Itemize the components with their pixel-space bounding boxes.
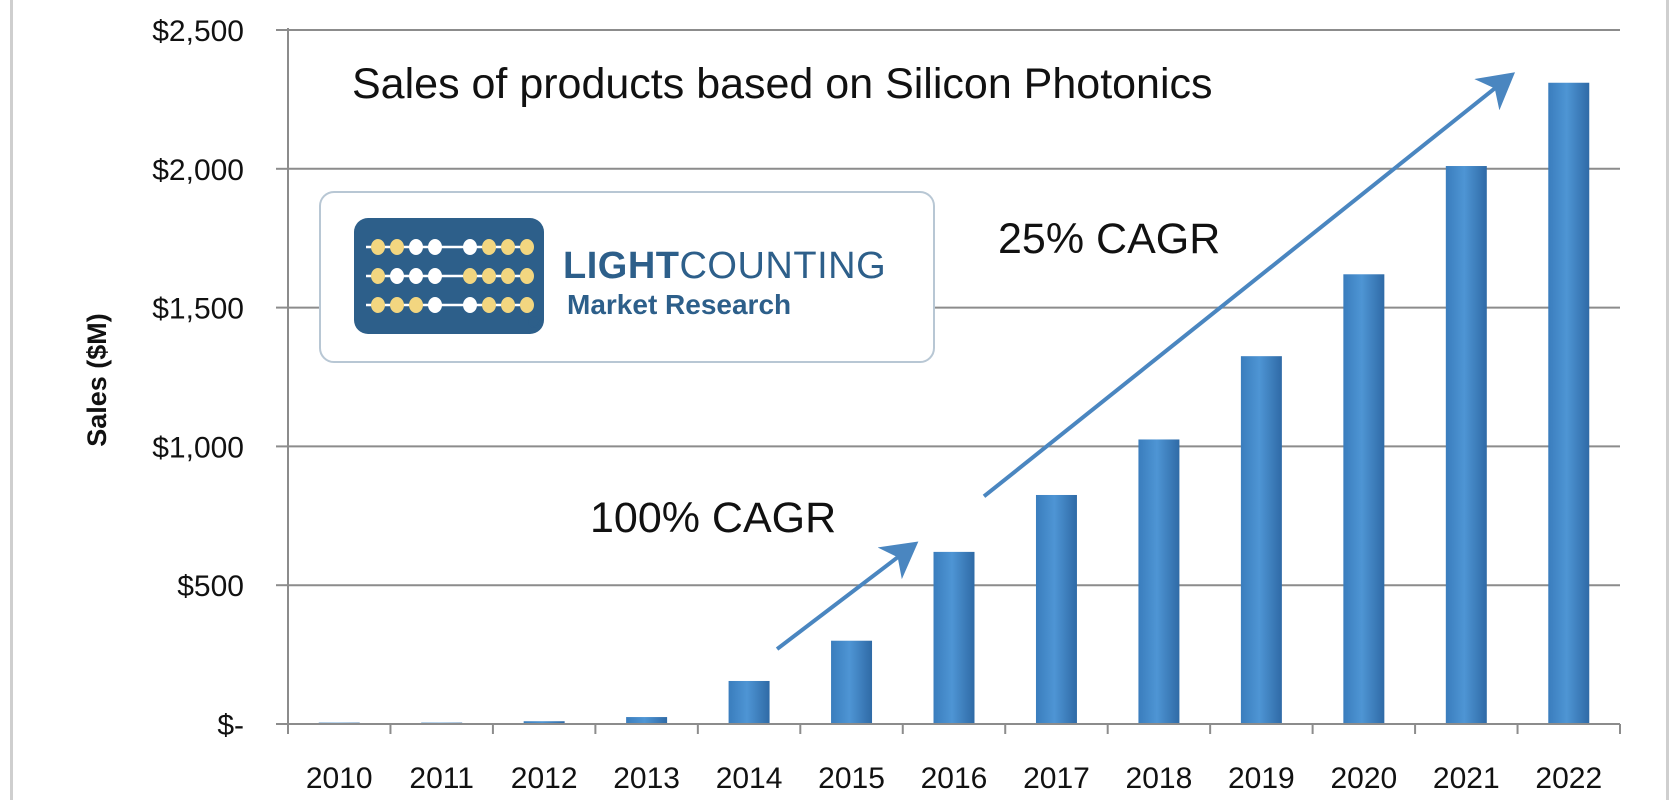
lightcounting-logo: LIGHTCOUNTING Market Research [319, 191, 935, 363]
abacus-bead [371, 268, 385, 284]
x-tick-label: 2020 [1330, 762, 1397, 795]
chart-title: Sales of products based on Silicon Photo… [352, 60, 1213, 108]
bar [728, 680, 770, 724]
x-tick-label: 2013 [613, 762, 680, 795]
y-tick-label: $1,000 [152, 431, 244, 464]
registered-mark-icon [528, 316, 540, 328]
abacus-bead [390, 268, 404, 284]
abacus-bead [463, 239, 477, 255]
abacus-bead [409, 297, 423, 313]
cagr-arrow-100 [775, 541, 919, 651]
abacus-bead [482, 297, 496, 313]
abacus-bead [390, 239, 404, 255]
logo-brand-text: LIGHTCOUNTING [563, 245, 886, 287]
abacus-bead [371, 297, 385, 313]
axes: $- $500 $1,000 $1,500 $2,000 $2,500 2010 2011 20… [152, 15, 1621, 795]
bars [318, 82, 1590, 725]
bar [523, 721, 565, 724]
abacus-beads-icon [366, 239, 534, 313]
abacus-bead [428, 268, 442, 284]
logo-subtitle: Market Research [567, 289, 791, 320]
y-tick-label: $1,500 [152, 293, 244, 326]
x-tick-label: 2015 [818, 762, 885, 795]
bar [1445, 166, 1487, 725]
abacus-bead [501, 297, 515, 313]
x-tick-label: 2016 [921, 762, 988, 795]
x-tick-label: 2014 [716, 762, 783, 795]
y-tick-label: $- [217, 709, 244, 742]
abacus-bead [482, 239, 496, 255]
x-tick-label: 2011 [409, 762, 474, 795]
x-tick-label: 2010 [306, 762, 373, 795]
cagr-annotations: 100% CAGR 25% CAGR [590, 72, 1516, 651]
frame-border-right [1666, 0, 1669, 800]
frame-border-left [10, 0, 13, 800]
cagr-arrow-25 [982, 72, 1516, 498]
abacus-bead [390, 297, 404, 313]
bar [831, 640, 873, 724]
x-tick-label: 2019 [1228, 762, 1295, 795]
abacus-bead [428, 297, 442, 313]
x-tick-label: 2012 [511, 762, 578, 795]
abacus-bead [482, 268, 496, 284]
abacus-bead [428, 239, 442, 255]
bar [1240, 356, 1282, 724]
y-tick-label: $500 [177, 570, 244, 603]
bar [1035, 494, 1077, 724]
x-tick-label: 2017 [1023, 762, 1090, 795]
abacus-bead [371, 239, 385, 255]
y-tick-label: $2,500 [152, 15, 244, 48]
cagr-label-25: 25% CAGR [998, 215, 1220, 263]
y-tick-label: $2,000 [152, 154, 244, 187]
bar [1138, 439, 1180, 724]
cagr-label-100: 100% CAGR [590, 494, 836, 542]
bar [626, 717, 668, 724]
abacus-bead [463, 297, 477, 313]
bar [933, 551, 975, 724]
x-tick-label: 2021 [1433, 762, 1500, 795]
abacus-bead [463, 268, 477, 284]
x-tick-label: 2022 [1535, 762, 1602, 795]
abacus-bead [520, 268, 534, 284]
x-tick-label: 2018 [1126, 762, 1193, 795]
bar [1343, 274, 1385, 724]
abacus-bead [409, 268, 423, 284]
abacus-bead [501, 268, 515, 284]
abacus-bead [520, 239, 534, 255]
y-axis-label: Sales ($M) [82, 313, 112, 447]
bar [1548, 82, 1590, 724]
abacus-bead [501, 239, 515, 255]
abacus-bead [520, 297, 534, 313]
abacus-bead [409, 239, 423, 255]
